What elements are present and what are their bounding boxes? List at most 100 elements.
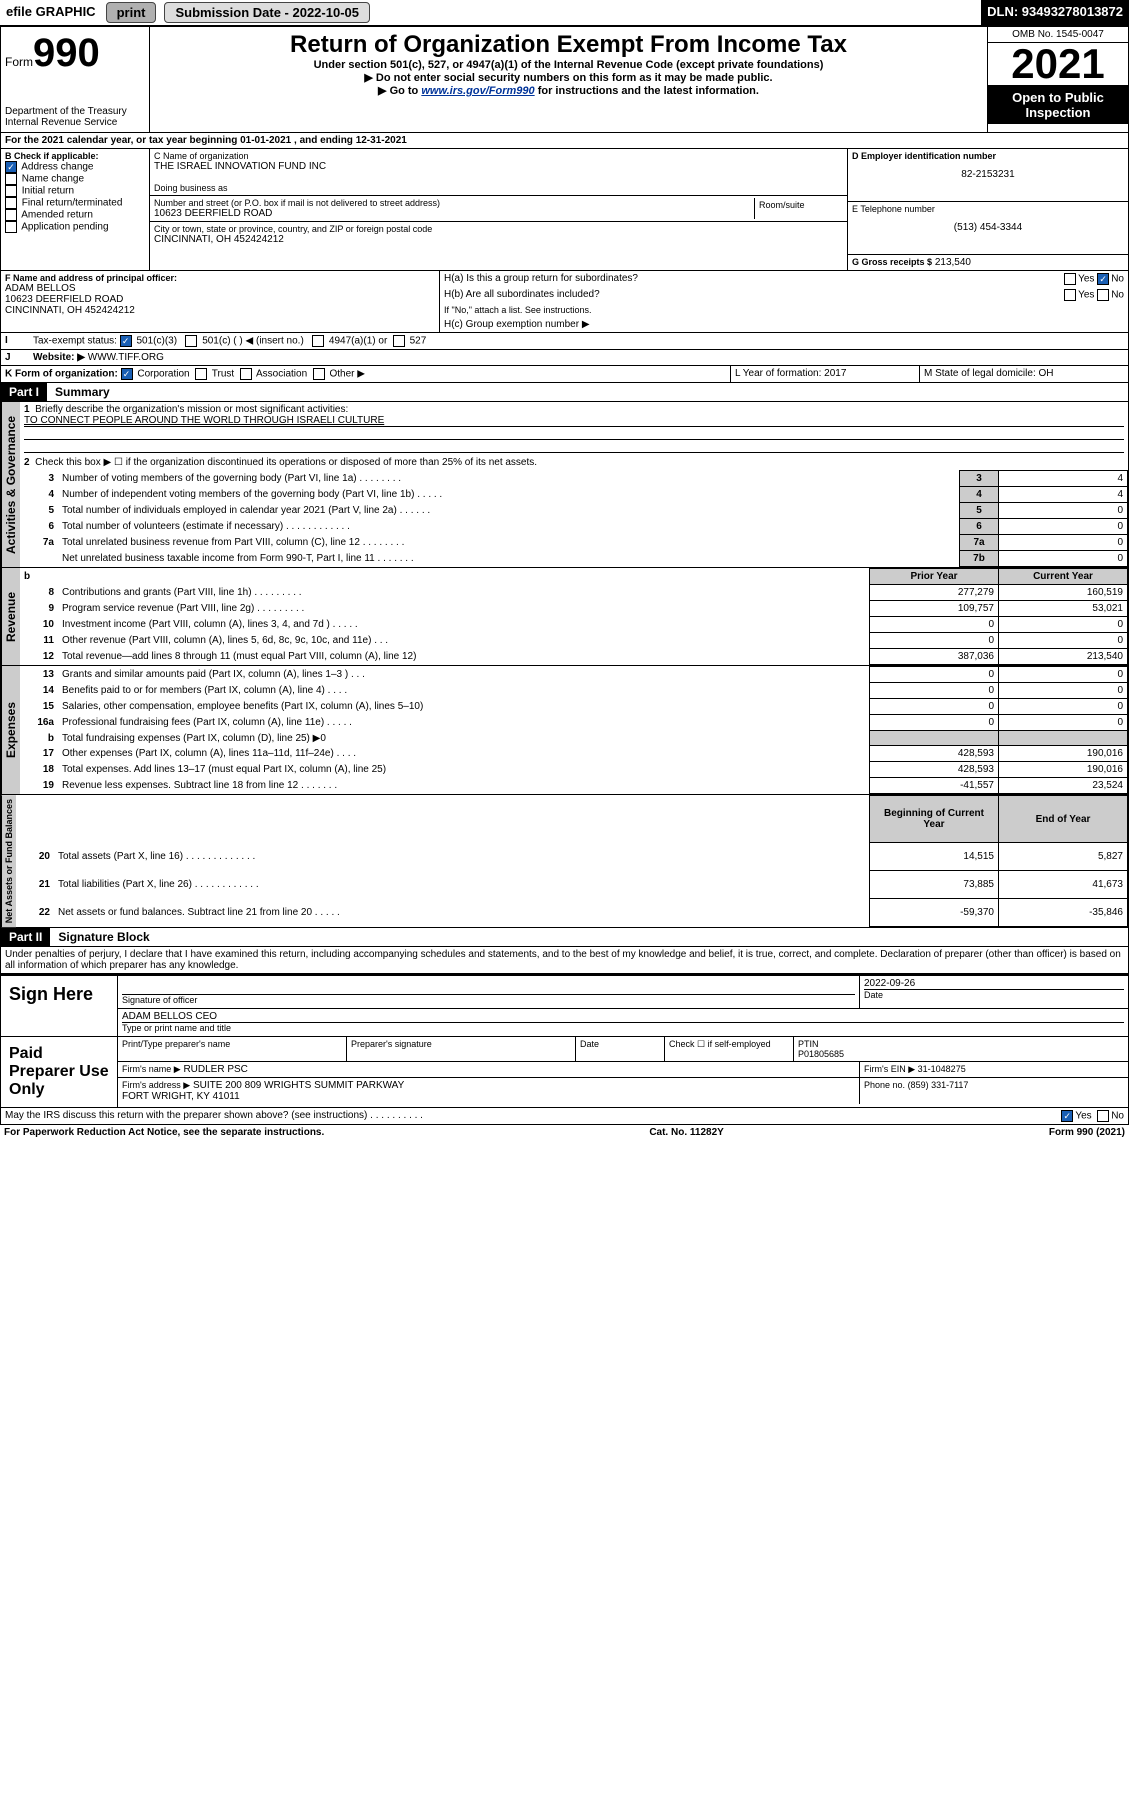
table-row: 10 Investment income (Part VIII, column … bbox=[20, 617, 1128, 633]
box-ha: H(a) Is this a group return for subordin… bbox=[440, 271, 1128, 287]
firm-name-value: RUDLER PSC bbox=[183, 1064, 247, 1075]
table-row: 16a Professional fundraising fees (Part … bbox=[20, 715, 1128, 731]
firm-phone-value: (859) 331-7117 bbox=[908, 1080, 969, 1090]
box-b-checkbox[interactable] bbox=[5, 221, 17, 233]
officer-addr1: 10623 DEERFIELD ROAD bbox=[5, 294, 435, 305]
box-b-checkbox[interactable] bbox=[5, 173, 17, 185]
corp-checkbox[interactable] bbox=[121, 368, 133, 380]
box-b-checkbox[interactable] bbox=[5, 209, 17, 221]
table-row: 18 Total expenses. Add lines 13–17 (must… bbox=[20, 762, 1128, 778]
527-checkbox[interactable] bbox=[393, 335, 405, 347]
form-title: Return of Organization Exempt From Incom… bbox=[158, 31, 979, 59]
box-g: G Gross receipts $ 213,540 bbox=[848, 255, 1128, 270]
part2-tag: Part II bbox=[1, 928, 50, 946]
discuss-no: No bbox=[1111, 1111, 1124, 1122]
box-h: H(a) Is this a group return for subordin… bbox=[440, 271, 1128, 332]
box-f-label: F Name and address of principal officer: bbox=[5, 273, 435, 283]
net-assets-table: Beginning of Current Year End of Year20 … bbox=[16, 795, 1128, 927]
table-row: 7a Total unrelated business revenue from… bbox=[20, 535, 1128, 551]
box-b-checkbox[interactable] bbox=[5, 185, 17, 197]
form-subtitle-3: ▶ Go to www.irs.gov/Form990 for instruct… bbox=[158, 84, 979, 97]
yes-label: Yes bbox=[1078, 274, 1094, 285]
ptin-cell: PTIN P01805685 bbox=[794, 1037, 1128, 1061]
top-bar: efile GRAPHIC print Submission Date - 20… bbox=[0, 0, 1129, 26]
header-mid: Return of Organization Exempt From Incom… bbox=[150, 27, 987, 132]
table-row: 17 Other expenses (Part IX, column (A), … bbox=[20, 746, 1128, 762]
part1-tag: Part I bbox=[1, 383, 47, 401]
dba-label: Doing business as bbox=[154, 183, 843, 193]
open-public-label: Open to Public Inspection bbox=[988, 86, 1128, 124]
table-row: 20 Total assets (Part X, line 16) . . . … bbox=[16, 843, 1128, 871]
discuss-no-checkbox[interactable] bbox=[1097, 1110, 1109, 1122]
4947-checkbox[interactable] bbox=[312, 335, 324, 347]
box-b-option: Final return/terminated bbox=[5, 197, 145, 209]
prep-row-1: Print/Type preparer's name Preparer's si… bbox=[118, 1037, 1128, 1062]
box-e-label: E Telephone number bbox=[852, 204, 1124, 214]
box-b-option: Name change bbox=[5, 173, 145, 185]
form-org-label: K Form of organization: bbox=[5, 369, 118, 380]
discuss-options: Yes No bbox=[1057, 1108, 1128, 1124]
discuss-yes-checkbox[interactable] bbox=[1061, 1110, 1073, 1122]
501c3-checkbox[interactable] bbox=[120, 335, 132, 347]
line-k: K Form of organization: Corporation Trus… bbox=[1, 366, 730, 382]
sig-date-label: Date bbox=[864, 990, 883, 1000]
vlabel-rev: Revenue bbox=[1, 568, 20, 665]
hb-no-checkbox[interactable] bbox=[1097, 289, 1109, 301]
firm-addr-label: Firm's address ▶ bbox=[122, 1080, 190, 1090]
form-subtitle-2: ▶ Do not enter social security numbers o… bbox=[158, 71, 979, 84]
opt-527: 527 bbox=[410, 336, 427, 347]
ptin-label: PTIN bbox=[798, 1039, 819, 1049]
efile-label: efile GRAPHIC bbox=[0, 0, 102, 25]
trust-checkbox[interactable] bbox=[195, 368, 207, 380]
officer-addr2: CINCINNATI, OH 452424212 bbox=[5, 305, 435, 316]
signer-name-label: Type or print name and title bbox=[122, 1023, 231, 1033]
officer-name: ADAM BELLOS bbox=[5, 283, 435, 294]
no-label: No bbox=[1111, 274, 1124, 285]
form-number: Form990 bbox=[5, 31, 145, 76]
other-checkbox[interactable] bbox=[313, 368, 325, 380]
yes-label-2: Yes bbox=[1078, 290, 1094, 301]
box-b-checkbox[interactable] bbox=[5, 161, 17, 173]
gross-receipts-value: 213,540 bbox=[935, 257, 971, 268]
firm-ein-cell: Firm's EIN ▶ 31-1048275 bbox=[860, 1062, 1128, 1077]
revenue-section: Revenue b Prior Year Current Year8 Contr… bbox=[0, 568, 1129, 666]
box-c-street: Number and street (or P.O. box if mail i… bbox=[150, 196, 847, 222]
footer-right: Form 990 (2021) bbox=[1049, 1127, 1125, 1138]
prep-name-label: Print/Type preparer's name bbox=[118, 1037, 347, 1061]
table-row: 11 Other revenue (Part VIII, column (A),… bbox=[20, 633, 1128, 649]
submission-date: Submission Date - 2022-10-05 bbox=[164, 2, 370, 23]
firm-addr-cell: Firm's address ▶ SUITE 200 809 WRIGHTS S… bbox=[118, 1078, 860, 1104]
firm-phone-cell: Phone no. (859) 331-7117 bbox=[860, 1078, 1128, 1104]
table-row: 21 Total liabilities (Part X, line 26) .… bbox=[16, 871, 1128, 899]
irs-link[interactable]: www.irs.gov/Form990 bbox=[421, 85, 534, 97]
box-b-option: Amended return bbox=[5, 209, 145, 221]
box-c: C Name of organization THE ISRAEL INNOVA… bbox=[150, 149, 847, 270]
line2-text: Check this box ▶ ☐ if the organization d… bbox=[35, 457, 537, 468]
form-990-number: 990 bbox=[33, 31, 100, 75]
ag-content: 1 Briefly describe the organization's mi… bbox=[20, 402, 1128, 567]
ha-no-checkbox[interactable] bbox=[1097, 273, 1109, 285]
box-b-checkbox[interactable] bbox=[5, 197, 17, 209]
table-row: 14 Benefits paid to or for members (Part… bbox=[20, 683, 1128, 699]
prep-row-3: Firm's address ▶ SUITE 200 809 WRIGHTS S… bbox=[118, 1078, 1128, 1104]
form-prefix: Form bbox=[5, 55, 33, 69]
print-button[interactable]: print bbox=[106, 2, 157, 23]
phone-value: (513) 454-3344 bbox=[852, 222, 1124, 233]
ha-yes-checkbox[interactable] bbox=[1064, 273, 1076, 285]
501c-checkbox[interactable] bbox=[185, 335, 197, 347]
box-c-city: City or town, state or province, country… bbox=[150, 222, 847, 247]
table-header-row: b Prior Year Current Year bbox=[20, 569, 1128, 585]
sig-date-cell: 2022-09-26 Date bbox=[859, 976, 1128, 1008]
tax-status-label: Tax-exempt status: bbox=[33, 336, 117, 347]
firm-name-cell: Firm's name ▶ RUDLER PSC bbox=[118, 1062, 860, 1077]
assoc-checkbox[interactable] bbox=[240, 368, 252, 380]
sig-officer-label: Signature of officer bbox=[122, 995, 197, 1005]
line1-label: Briefly describe the organization's miss… bbox=[35, 404, 348, 415]
line-a: For the 2021 calendar year, or tax year … bbox=[0, 133, 1129, 149]
city-value: CINCINNATI, OH 452424212 bbox=[154, 234, 843, 245]
firm-ein-label: Firm's EIN ▶ bbox=[864, 1064, 915, 1074]
hb-yes-checkbox[interactable] bbox=[1064, 289, 1076, 301]
table-row: 3 Number of voting members of the govern… bbox=[20, 471, 1128, 487]
table-row: 5 Total number of individuals employed i… bbox=[20, 503, 1128, 519]
sig-date-value: 2022-09-26 bbox=[864, 978, 1124, 989]
